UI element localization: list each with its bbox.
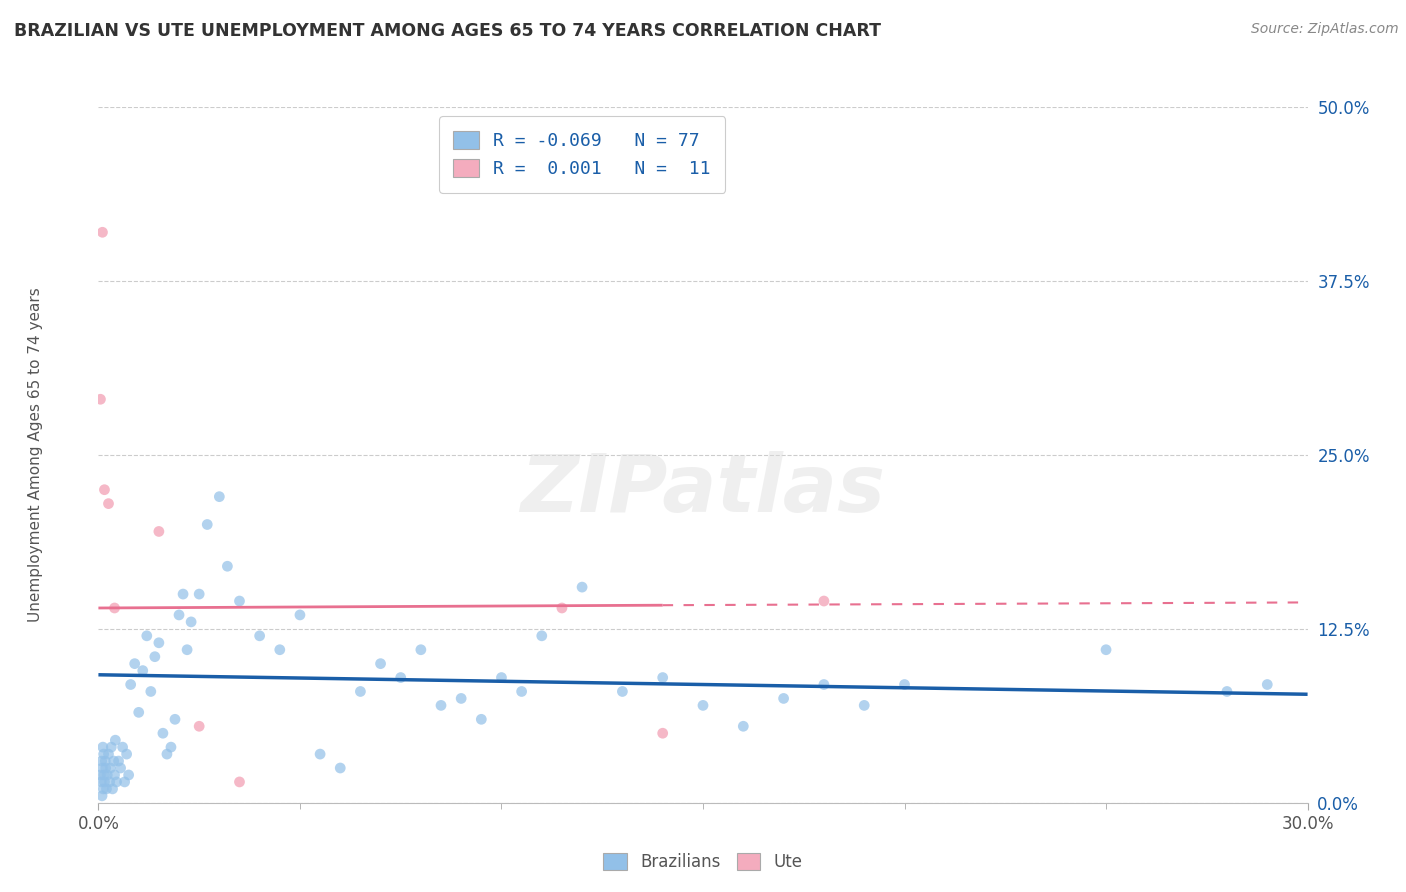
Point <box>132 664 155 678</box>
Point <box>135 629 157 643</box>
Point <box>89 768 111 782</box>
Point <box>128 706 150 720</box>
Point <box>110 761 132 775</box>
Point <box>91 761 114 775</box>
Point <box>114 775 136 789</box>
Point <box>349 684 371 698</box>
Point <box>93 768 115 782</box>
Point <box>97 747 120 761</box>
Point <box>450 691 472 706</box>
Point <box>269 642 291 657</box>
Point <box>96 768 118 782</box>
Point <box>148 636 170 650</box>
Point <box>853 698 876 713</box>
Point <box>180 615 202 629</box>
Point <box>90 775 112 789</box>
Text: Unemployment Among Ages 65 to 74 years: Unemployment Among Ages 65 to 74 years <box>28 287 42 623</box>
Point <box>120 677 142 691</box>
Point <box>104 733 127 747</box>
Point <box>510 684 533 698</box>
Point <box>101 781 124 796</box>
Point <box>188 587 211 601</box>
Point <box>389 671 412 685</box>
Point <box>651 671 673 685</box>
Point <box>409 642 432 657</box>
Point <box>733 719 755 733</box>
Point <box>152 726 174 740</box>
Point <box>813 594 835 608</box>
Point <box>651 726 673 740</box>
Legend: Brazilians, Ute: Brazilians, Ute <box>596 847 810 878</box>
Point <box>329 761 352 775</box>
Point <box>100 761 122 775</box>
Text: Source: ZipAtlas.com: Source: ZipAtlas.com <box>1251 22 1399 37</box>
Point <box>692 698 714 713</box>
Point <box>97 497 120 511</box>
Point <box>93 775 115 789</box>
Point <box>176 642 198 657</box>
Point <box>93 747 115 761</box>
Point <box>148 524 170 539</box>
Point <box>612 684 634 698</box>
Point <box>309 747 332 761</box>
Point <box>103 754 125 768</box>
Point <box>772 691 794 706</box>
Point <box>91 789 114 803</box>
Point <box>571 580 593 594</box>
Point <box>98 775 121 789</box>
Point <box>813 677 835 691</box>
Point <box>139 684 162 698</box>
Point <box>94 754 117 768</box>
Point <box>530 629 553 643</box>
Point <box>430 698 453 713</box>
Text: ZIPatlas: ZIPatlas <box>520 450 886 529</box>
Point <box>100 740 122 755</box>
Point <box>1256 677 1278 691</box>
Point <box>249 629 271 643</box>
Point <box>160 740 183 755</box>
Point <box>103 601 125 615</box>
Point <box>470 712 492 726</box>
Point <box>111 740 134 755</box>
Text: BRAZILIAN VS UTE UNEMPLOYMENT AMONG AGES 65 TO 74 YEARS CORRELATION CHART: BRAZILIAN VS UTE UNEMPLOYMENT AMONG AGES… <box>14 22 882 40</box>
Point <box>893 677 915 691</box>
Point <box>1095 642 1118 657</box>
Point <box>124 657 146 671</box>
Point <box>89 392 111 407</box>
Point <box>208 490 231 504</box>
Point <box>370 657 392 671</box>
Point <box>217 559 239 574</box>
Point <box>115 747 138 761</box>
Point <box>188 719 211 733</box>
Point <box>91 740 114 755</box>
Point <box>288 607 311 622</box>
Point <box>96 781 118 796</box>
Point <box>118 768 141 782</box>
Point <box>107 754 129 768</box>
Point <box>195 517 218 532</box>
Point <box>90 754 112 768</box>
Point <box>143 649 166 664</box>
Point <box>91 781 114 796</box>
Point <box>172 587 194 601</box>
Point <box>94 761 117 775</box>
Point <box>93 483 115 497</box>
Point <box>228 775 250 789</box>
Point <box>167 607 190 622</box>
Point <box>228 594 250 608</box>
Point <box>551 601 574 615</box>
Point <box>156 747 179 761</box>
Point <box>163 712 186 726</box>
Point <box>103 768 125 782</box>
Point <box>491 671 513 685</box>
Point <box>105 775 128 789</box>
Point <box>1216 684 1239 698</box>
Point <box>91 225 114 239</box>
